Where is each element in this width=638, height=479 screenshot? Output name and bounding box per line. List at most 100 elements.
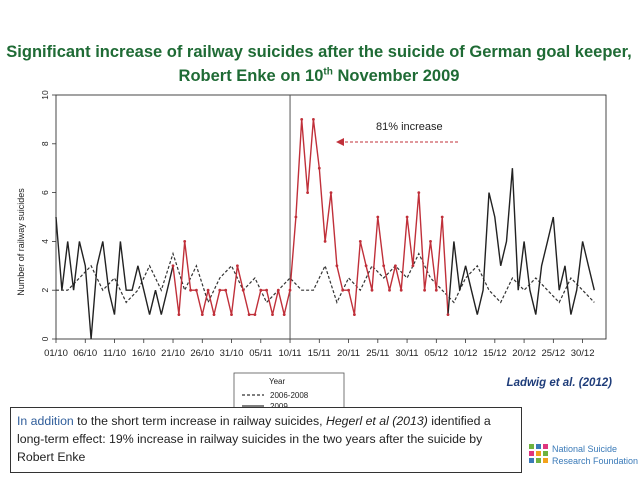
legend-label-2006-2008: 2006-2008 — [270, 391, 309, 400]
legend-title: Year — [269, 377, 286, 386]
x-tick-label: 16/10 — [132, 348, 156, 359]
x-tick-label: 20/11 — [337, 348, 360, 359]
series-2009-point — [423, 288, 426, 292]
x-tick-label: 21/10 — [161, 348, 185, 359]
logo-line-1: National Suicide — [552, 444, 618, 454]
plot-frame — [55, 94, 607, 340]
series-2009-point — [306, 191, 309, 194]
x-tick-label: 10/12 — [454, 348, 478, 359]
series-2009-point — [440, 215, 444, 219]
note-text-1: to the short term increase in railway su… — [73, 414, 326, 428]
series-2009-point — [341, 288, 345, 292]
series-2009-point — [417, 191, 421, 194]
series-2009-point — [236, 264, 239, 268]
series-2009-point — [253, 313, 257, 316]
title-sup: th — [323, 66, 333, 78]
y-tick-label: 8 — [40, 141, 50, 146]
title-tail: November 2009 — [332, 67, 460, 85]
series-2009-point — [288, 288, 292, 292]
series-2009-point — [195, 288, 198, 292]
note-text-2: identified a long-term effect: 19% incre… — [17, 414, 491, 464]
series-2009-point — [382, 264, 386, 268]
legend: Year 2006-2008 2009 — [233, 372, 345, 414]
series-2009-point — [183, 240, 187, 243]
series-2009-point — [347, 288, 350, 292]
chart-axes: 0 2 4 6 8 10 01/10 06/10 11/10 16/10 21/10 26/10 31/… — [40, 90, 607, 359]
x-tick-label: 25/12 — [541, 348, 565, 359]
series-2009-point — [429, 240, 432, 243]
series-2009-point — [394, 264, 397, 268]
series-2009-point — [294, 215, 298, 219]
series-2006-2008-line — [56, 251, 595, 305]
title-main: Significant increase of railway suicides… — [6, 43, 632, 85]
series-2009-point — [224, 288, 228, 292]
y-axis-label: Number of railway suicides — [16, 188, 26, 296]
annotation-layer: 81% increase — [336, 121, 459, 146]
x-tick-label: 30/11 — [396, 348, 419, 359]
series-2009-point — [329, 191, 333, 194]
series-2009-point — [446, 313, 450, 316]
series-2009-point — [358, 240, 362, 243]
annotation-text: 81% increase — [376, 121, 443, 133]
series-2009-point — [323, 240, 327, 243]
series-2009-point — [206, 288, 210, 292]
series-2009-point — [370, 288, 374, 292]
series-2009-point — [265, 288, 268, 292]
note-box: In addition to the short term increase i… — [10, 407, 522, 473]
series-2009-point — [335, 264, 339, 268]
note-reference: Hegerl et al (2013) — [325, 414, 428, 428]
y-tick-label: 6 — [40, 190, 50, 195]
series-2009-line-pre — [55, 216, 174, 340]
series-2009-point — [353, 313, 356, 316]
chart-area: 0 2 4 6 8 10 01/10 06/10 11/10 16/10 21/10 26/10 31/… — [14, 87, 626, 417]
series-2009-point — [434, 288, 438, 292]
x-tick-label: 10/11 — [279, 348, 302, 359]
legend-label-2009: 2009 — [270, 402, 288, 411]
x-tick-label: 25/11 — [366, 348, 389, 359]
x-tick-label: 15/11 — [308, 348, 331, 359]
series-2009-point — [247, 313, 251, 316]
x-tick-label: 15/12 — [483, 348, 507, 359]
x-tick-label: 01/10 — [44, 348, 68, 359]
series-layer — [55, 118, 595, 340]
series-2009-point — [364, 264, 368, 268]
logo-line-2: Research Foundation — [552, 456, 638, 466]
series-2009-point — [399, 288, 403, 292]
note-lead: In addition — [17, 414, 74, 428]
citation: Ladwig et al. (2012) — [507, 377, 613, 389]
series-2009-point — [312, 118, 315, 121]
x-tick-label: 20/12 — [512, 348, 536, 359]
series-2009-point — [200, 313, 204, 316]
series-2009-point — [259, 288, 263, 292]
series-2009-point — [276, 288, 280, 292]
slide-title: Significant increase of railway suicides… — [0, 40, 638, 88]
series-2009-line-post — [447, 168, 595, 315]
series-2009-point — [282, 313, 286, 316]
series-2009-point — [171, 264, 175, 268]
series-2009-point — [317, 166, 321, 170]
series-2009-line-window — [172, 119, 449, 316]
series-2009-point — [271, 313, 274, 316]
x-tick-label: 11/10 — [103, 348, 126, 359]
logo-icon — [529, 444, 548, 463]
legend-box — [233, 372, 345, 414]
x-tick-label: 05/12 — [424, 348, 448, 359]
y-tick-label: 0 — [40, 336, 50, 341]
series-2009-point — [218, 288, 222, 292]
annotation-arrow-head — [336, 138, 344, 146]
series-2009-point — [388, 288, 391, 292]
y-tick-label: 4 — [40, 239, 50, 244]
series-2009-point — [189, 288, 193, 292]
y-tick-label: 2 — [40, 288, 50, 293]
series-2009-point — [376, 215, 380, 219]
x-tick-label: 26/10 — [190, 348, 214, 359]
series-2009-point — [300, 118, 304, 121]
x-tick-label: 31/10 — [220, 348, 244, 359]
x-tick-label: 05/11 — [249, 348, 272, 359]
y-tick-label: 10 — [40, 90, 50, 100]
series-2009-point — [230, 313, 233, 316]
series-2009-point — [177, 313, 181, 316]
nsrf-logo: National Suicide Research Foundation — [528, 442, 638, 476]
series-2009-point — [212, 313, 216, 316]
x-tick-label: 06/10 — [73, 348, 97, 359]
